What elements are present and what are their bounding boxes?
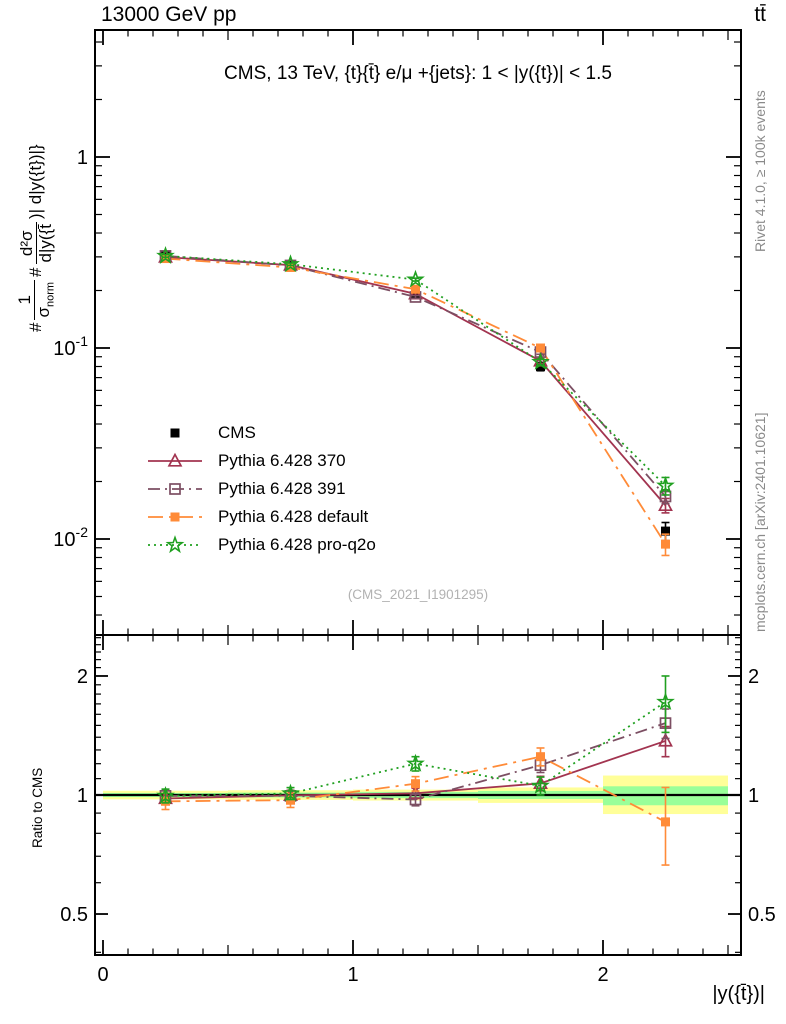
marker-filled-square	[661, 817, 670, 827]
legend-item-pythia-6-428-pro-q2o: Pythia 6.428 pro-q2o	[146, 531, 376, 559]
x-tick-label: 1	[347, 964, 358, 986]
legend-label: Pythia 6.428 pro-q2o	[218, 535, 376, 554]
marker-filled-square	[536, 343, 545, 353]
legend-item-pythia-6-428-default: Pythia 6.428 default	[146, 503, 376, 531]
marker-filled-square	[170, 428, 180, 438]
ratio-y-tick-label: 2	[748, 666, 759, 688]
legend-label: CMS	[218, 423, 256, 442]
marker-open-star	[156, 786, 175, 804]
ratio-y-tick-label: 1	[77, 785, 88, 807]
legend-marker	[148, 483, 202, 495]
marker-filled-square	[661, 526, 670, 536]
marker-open-triangle	[658, 732, 673, 747]
y-axis-label: #1 σnorm # d²σ d|y({t̄)| d|y({t})|}	[15, 32, 57, 332]
legend-label: Pythia 6.428 391	[218, 479, 346, 498]
y-label-num1: 1	[15, 279, 35, 320]
legend-item-pythia-6-428-391: Pythia 6.428 391	[146, 475, 376, 503]
x-axis-label: |y({t̄})|	[712, 983, 765, 1005]
y-label-den2: d|y({t̄	[35, 224, 55, 263]
panel-title: CMS, 13 TeV, {t}{t̄} e/μ +{jets}: 1 < |y…	[224, 63, 612, 84]
marker-open-star	[406, 269, 425, 288]
ratio-y-tick-label: 0.5	[60, 904, 88, 926]
ratio-axis-label: Ratio to CMS	[30, 767, 45, 848]
marker-open-star	[406, 753, 425, 772]
marker-open-star	[156, 245, 175, 264]
marker-open-square	[409, 793, 422, 806]
ratio-y-tick-label: 0.5	[748, 904, 776, 926]
y-label-tail: )| d|y({t})|}	[25, 144, 45, 220]
rivet-version-label: Rivet 4.1.0, ≥ 100k events	[752, 90, 768, 252]
mcplots-reference-label: mcplots.cern.ch [arXiv:2401.10621]	[752, 412, 768, 632]
y-label-hash2: #	[25, 267, 45, 277]
legend-marker	[148, 512, 202, 522]
exponent: -1	[76, 333, 89, 349]
ratio-y-tick-label: 2	[77, 666, 88, 688]
x-tick-label: 0	[97, 964, 108, 986]
legend-label: Pythia 6.428 370	[218, 451, 346, 470]
legend-label: Pythia 6.428 default	[218, 507, 369, 526]
series-line	[165, 255, 667, 498]
exponent: -2	[76, 524, 89, 540]
ratio-y-tick-label: 1	[748, 785, 759, 807]
marker-open-star	[531, 352, 550, 370]
y-label-hash1: #	[25, 322, 45, 332]
beam-energy-label: 13000 GeV pp	[101, 3, 237, 26]
axes: 0 1 2 1 10-1 10-2 2 2 1 1 0.5 0.5	[53, 29, 776, 986]
watermark: (CMS_2021_I1901295)	[347, 587, 489, 602]
x-tick-label: 2	[597, 964, 608, 986]
ratio-panel	[95, 675, 741, 866]
y-label-frac2: d²σ d|y({t̄	[17, 222, 55, 265]
marker-open-star	[656, 691, 675, 710]
marker-open-star	[656, 475, 675, 494]
y-label-den1-sym: σ	[33, 307, 53, 318]
main-y-tick-label: 1	[77, 147, 88, 169]
marker-open-star	[165, 535, 185, 554]
marker-filled-square	[536, 752, 545, 762]
main-panel	[156, 245, 675, 557]
main-y-tick-label: 10-1	[53, 333, 88, 360]
legend-item-pythia-6-428-370: Pythia 6.428 370	[146, 447, 376, 475]
marker-open-star	[281, 783, 300, 802]
marker-open-star	[531, 775, 550, 794]
legend-item-cms: CMS	[146, 419, 376, 447]
y-label-num2: d²σ	[17, 222, 37, 265]
marker-open-triangle	[167, 452, 183, 467]
y-label-frac1: 1 σnorm	[15, 279, 57, 320]
marker-filled-square	[170, 512, 180, 522]
marker-open-square	[169, 483, 181, 495]
marker-filled-square	[411, 284, 420, 294]
y-label-den1: σnorm	[33, 280, 57, 320]
marker-filled-square	[411, 779, 420, 789]
process-label: tt̄	[754, 3, 766, 26]
main-y-tick-label: 10-2	[53, 524, 88, 551]
marker-filled-square	[661, 539, 670, 549]
marker-open-star	[281, 254, 300, 273]
legend-marker	[148, 535, 202, 554]
legend-marker	[148, 452, 202, 467]
y-label-den1-sub: norm	[44, 281, 57, 308]
legend-marker	[170, 428, 180, 438]
legend: CMS Pythia 6.428 370 Pythia 6.428 391 Pythi…	[146, 419, 376, 559]
